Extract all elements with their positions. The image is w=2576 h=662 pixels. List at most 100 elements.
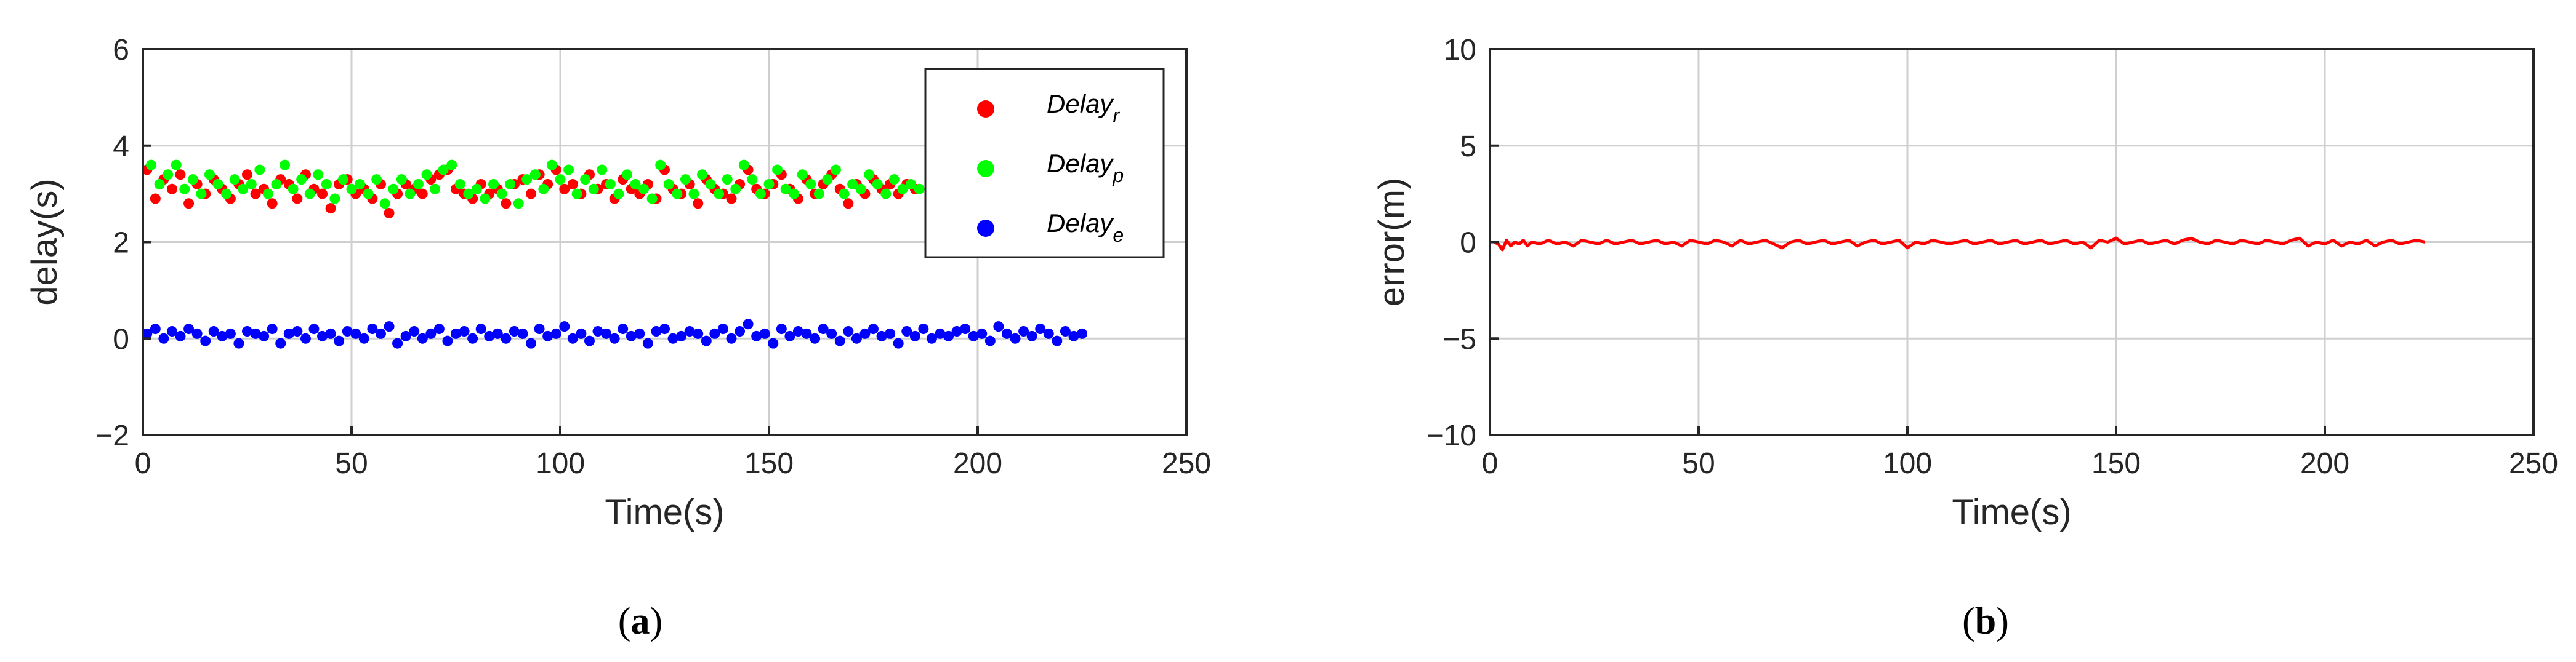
data-point-e (735, 325, 746, 337)
data-point-e (976, 328, 988, 339)
data-point-p (613, 188, 624, 199)
data-point-p (672, 188, 683, 199)
y-tick-label: 4 (113, 130, 129, 163)
data-point-p (580, 174, 591, 185)
data-point-r (267, 198, 278, 209)
data-point-p (446, 159, 457, 170)
data-point-e (350, 328, 361, 339)
data-point-e (843, 325, 854, 337)
legend-marker-r (977, 100, 994, 118)
data-point-p (730, 183, 741, 194)
data-point-e (217, 330, 228, 341)
data-point-p (705, 178, 716, 189)
data-point-p (830, 164, 841, 175)
x-tick-label: 250 (1162, 447, 1211, 480)
data-point-e (993, 321, 1004, 332)
data-point-e (433, 324, 445, 335)
data-point-e (509, 325, 520, 337)
data-point-e (208, 325, 219, 337)
data-point-p (187, 174, 198, 185)
data-point-p (179, 183, 190, 194)
data-point-e (826, 328, 837, 339)
data-point-r (325, 203, 336, 214)
data-point-e (317, 330, 328, 341)
data-point-p (304, 188, 315, 199)
data-point-e (267, 324, 278, 335)
data-point-p (171, 159, 182, 170)
data-point-p (597, 164, 608, 175)
data-point-r (242, 169, 252, 180)
data-point-e (451, 328, 461, 339)
data-point-e (984, 335, 996, 346)
data-point-p (813, 188, 824, 199)
legend-label-r: Delayr (1047, 89, 1120, 127)
data-point-e (492, 328, 503, 339)
data-point-e (342, 325, 353, 337)
data-point-p (864, 169, 875, 180)
data-point-p (914, 183, 925, 194)
data-point-e (768, 338, 779, 349)
data-point-p (880, 188, 892, 199)
data-point-r (559, 183, 570, 194)
caption-a: (a) (618, 600, 662, 642)
data-point-p (204, 169, 215, 180)
error-line (1493, 236, 2426, 252)
data-point-e (701, 335, 712, 346)
data-point-p (722, 174, 733, 185)
data-point-p (747, 174, 758, 185)
data-point-e (534, 324, 545, 335)
data-point-r (417, 188, 428, 199)
data-point-p (371, 174, 382, 185)
data-point-p (605, 178, 616, 189)
data-point-e (642, 338, 653, 349)
legend-marker-p (977, 160, 994, 177)
data-point-e (810, 333, 821, 344)
y-tick-label: −2 (95, 420, 129, 452)
y-tick-label: 5 (1460, 130, 1476, 163)
data-point-p (680, 174, 691, 185)
data-point-p (655, 159, 666, 170)
data-point-e (475, 324, 486, 335)
data-point-e (484, 330, 495, 341)
data-point-e (859, 328, 871, 339)
data-point-p (714, 188, 725, 199)
data-point-e (367, 324, 378, 335)
data-point-p (379, 198, 390, 209)
data-point-e (851, 333, 862, 344)
data-point-r (567, 178, 578, 189)
data-point-e (1010, 333, 1021, 344)
data-point-e (918, 324, 929, 335)
data-point-p (847, 178, 858, 189)
caption-a-close: ) (650, 600, 663, 642)
data-point-e (442, 335, 453, 346)
data-point-p (872, 178, 883, 189)
y-tick-label: 0 (113, 323, 129, 356)
data-point-p (154, 178, 165, 189)
data-point-p (538, 183, 549, 194)
data-point-p (471, 183, 482, 194)
y-tick-label: −5 (1443, 323, 1476, 356)
data-point-e (943, 330, 954, 341)
data-point-p (839, 188, 850, 199)
data-point-e (626, 330, 637, 341)
data-point-p (355, 178, 366, 189)
data-point-e (158, 333, 169, 344)
data-point-e (659, 324, 670, 335)
data-point-e (191, 328, 203, 339)
x-tick-label: 150 (2091, 447, 2141, 480)
data-point-p (313, 169, 324, 180)
data-point-e (618, 324, 629, 335)
data-point-p (755, 188, 766, 199)
x-tick-label: 0 (135, 447, 151, 480)
data-point-e (259, 330, 270, 341)
data-point-e (334, 335, 345, 346)
data-point-e (392, 338, 403, 349)
data-point-p (212, 178, 223, 189)
data-point-e (292, 325, 303, 337)
data-point-p (280, 159, 291, 170)
data-point-e (283, 328, 294, 339)
data-point-p (363, 188, 374, 199)
caption-b-letter: b (1975, 600, 1996, 642)
data-point-p (329, 193, 340, 204)
data-point-e (166, 325, 177, 337)
